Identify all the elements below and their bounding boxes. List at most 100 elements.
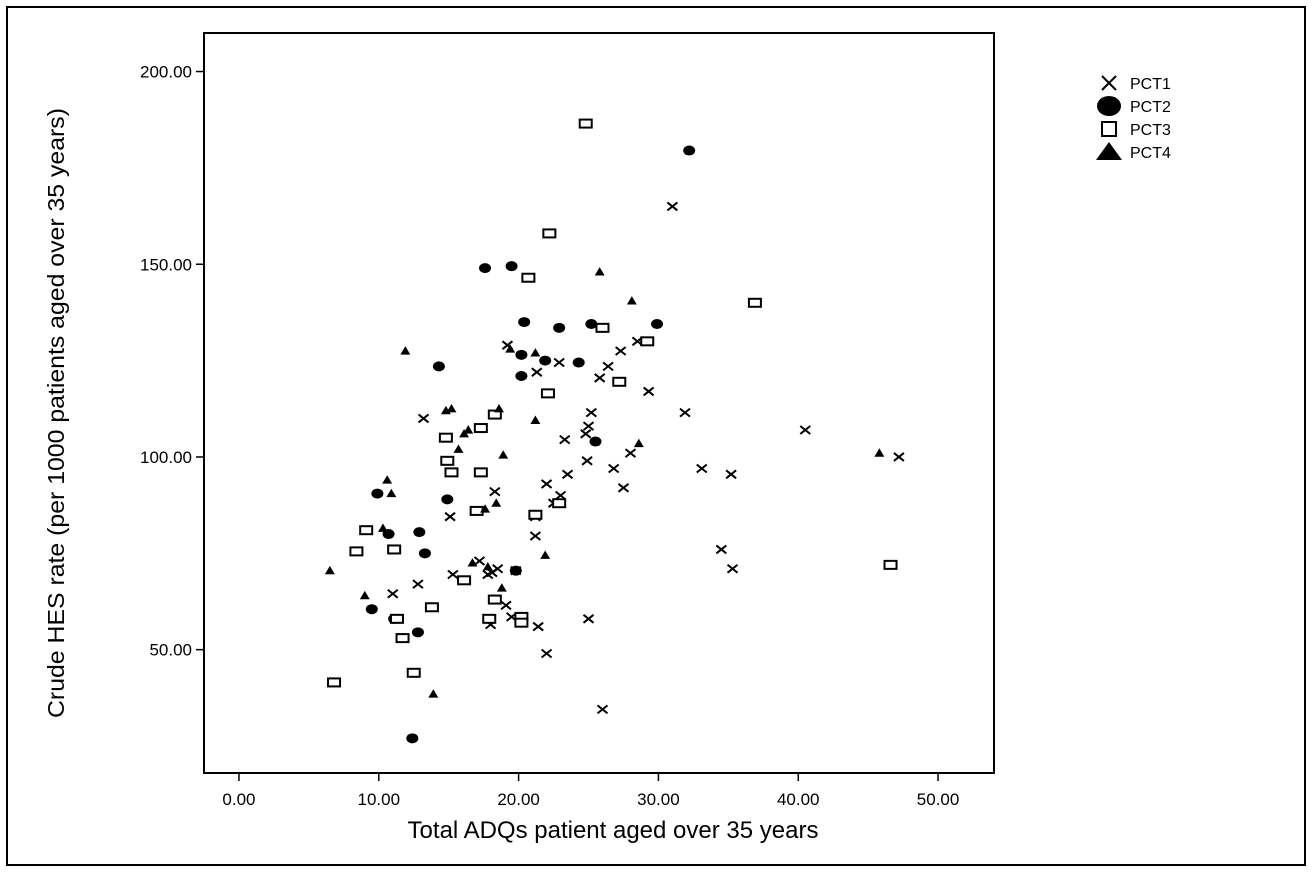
point-pct1: [482, 569, 494, 580]
data-points: [324, 118, 905, 744]
x-axis-title: Total ADQs patient aged over 35 years: [408, 817, 819, 844]
point-pct1: [594, 373, 606, 383]
legend-triangle-icon: [1096, 142, 1122, 160]
point-pct3: [424, 602, 439, 613]
figure-frame: 0.00 10.00 20.00 30.00 40.00 50.00 50.00 100.0…: [6, 6, 1306, 866]
point-pct3: [438, 432, 453, 443]
point-pct3: [542, 228, 557, 239]
point-pct4: [626, 296, 637, 305]
point-pct1: [715, 544, 727, 555]
legend-label: PCT1: [1130, 76, 1171, 93]
legend-label: PCT4: [1130, 145, 1171, 162]
point-pct1: [529, 531, 542, 541]
point-pct1: [893, 452, 905, 462]
point-pct2: [553, 322, 566, 333]
point-pct3: [440, 455, 455, 466]
point-pct2: [365, 604, 378, 615]
point-pct3: [469, 505, 484, 516]
point-pct1: [532, 621, 544, 632]
point-pct4: [440, 405, 451, 415]
point-pct1: [531, 367, 543, 377]
point-pct1: [799, 425, 811, 435]
x-tick-label: 40.00: [777, 790, 820, 809]
point-pct3: [612, 376, 627, 387]
legend: PCT1 PCT2 PCT3 PCT4: [1096, 75, 1171, 162]
point-pct1: [492, 563, 504, 574]
point-pct1: [444, 511, 456, 522]
point-pct1: [500, 600, 512, 611]
point-pct1: [540, 648, 553, 659]
point-pct1: [696, 463, 708, 474]
scatter-chart: 0.00 10.00 20.00 30.00 40.00 50.00 50.00 100.0…: [43, 32, 1171, 844]
point-pct1: [580, 429, 592, 439]
plot-area: [203, 32, 995, 774]
point-pct1: [417, 413, 430, 424]
point-pct3: [473, 467, 488, 478]
point-pct4: [453, 444, 464, 453]
point-pct4: [378, 523, 388, 532]
point-pct4: [491, 498, 502, 507]
point-pct2: [371, 488, 384, 499]
point-pct3: [595, 322, 610, 333]
point-pct4: [540, 550, 551, 559]
point-pct1: [679, 407, 691, 418]
point-pct4: [446, 403, 457, 413]
y-tick-label: 50.00: [149, 641, 192, 660]
point-pct1: [585, 407, 597, 418]
point-pct2: [515, 349, 528, 360]
y-tick-label: 150.00: [140, 255, 192, 274]
point-pct2: [509, 565, 522, 576]
point-pct3: [528, 509, 543, 520]
y-axis-title: Crude HES rate (per 1000 patients aged o…: [43, 108, 69, 718]
point-pct3: [883, 559, 898, 570]
point-pct1: [412, 579, 424, 589]
point-pct4: [496, 583, 507, 592]
point-pct2: [518, 317, 531, 328]
point-pct1: [725, 469, 737, 480]
legend-label: PCT3: [1130, 122, 1171, 139]
point-pct1: [559, 434, 571, 445]
point-pct3: [578, 118, 593, 129]
point-pct2: [413, 527, 426, 538]
point-pct2: [515, 371, 528, 382]
point-pct4: [400, 346, 411, 355]
point-pct1: [553, 357, 565, 368]
point-pct1: [582, 614, 595, 624]
point-pct3: [457, 575, 472, 586]
x-tick-label: 0.00: [222, 790, 255, 809]
point-pct3: [387, 544, 402, 555]
point-pct4: [874, 448, 885, 457]
point-pct4: [530, 348, 541, 357]
point-pct3: [349, 546, 364, 557]
point-pct4: [324, 565, 335, 575]
point-pct3: [395, 633, 410, 644]
point-pct3: [389, 613, 404, 624]
legend-item-pct2: PCT2: [1097, 96, 1171, 116]
point-pct2: [585, 318, 598, 329]
point-pct1: [387, 589, 399, 599]
y-axis: 50.00 100.00 150.00 200.00: [140, 63, 204, 660]
legend-x-icon: [1101, 75, 1117, 91]
point-pct4: [382, 475, 393, 484]
point-pct4: [594, 267, 605, 276]
point-pct2: [418, 548, 431, 559]
point-pct3: [521, 272, 536, 283]
point-pct4: [530, 415, 541, 424]
point-pct4: [467, 558, 478, 567]
legend-square-icon: [1101, 121, 1117, 137]
point-pct1: [561, 469, 574, 480]
point-pct3: [640, 336, 655, 347]
x-tick-label: 50.00: [917, 790, 960, 809]
point-pct2: [539, 355, 552, 366]
point-pct3: [359, 525, 374, 536]
point-pct1: [608, 463, 620, 474]
point-pct4: [505, 344, 516, 353]
point-pct1: [666, 201, 679, 212]
legend-item-pct1: PCT1: [1101, 75, 1171, 93]
point-pct1: [624, 448, 637, 458]
y-tick-label: 100.00: [140, 448, 192, 467]
point-pct4: [482, 562, 493, 571]
point-pct1: [473, 556, 486, 566]
point-pct1: [447, 569, 459, 580]
legend-item-pct3: PCT3: [1101, 121, 1171, 139]
